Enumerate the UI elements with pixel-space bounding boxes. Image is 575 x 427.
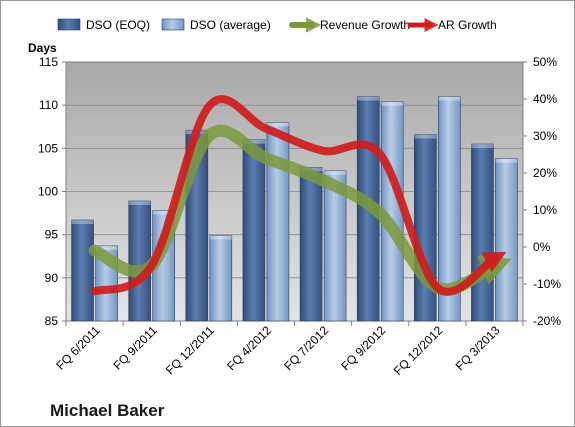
legend-swatch: [161, 18, 185, 31]
bar-dso-eoq: [71, 219, 94, 322]
bar-dso-eoq-top: [71, 219, 94, 224]
y-left-tick-label: 110: [39, 98, 58, 112]
growth-lines: [88, 95, 512, 296]
y-right-tick-label: 0%: [533, 240, 551, 254]
bar-dso-average-top: [209, 235, 232, 240]
legend-swatch: [57, 18, 81, 31]
y-left-tick-label: 90: [45, 271, 59, 285]
line-ar-growth: [90, 95, 507, 296]
bar-dso-average: [209, 235, 233, 322]
bar-dso-eoq: [128, 200, 151, 322]
y-left-tick-label: 100: [38, 185, 58, 199]
y-left-tick-label: 115: [39, 55, 58, 69]
bar-dso-average-top: [495, 158, 518, 163]
bar-dso-average: [323, 170, 347, 322]
bar-dso-eoq: [414, 134, 437, 322]
y-right-tick-label: -20%: [533, 314, 561, 328]
bar-dso-eoq: [242, 139, 266, 322]
bar-dso-average: [266, 122, 290, 322]
bar-dso-eoq-top: [357, 96, 380, 101]
y-right-tick-label: 20%: [533, 166, 557, 180]
y-right-tick-label: 50%: [533, 55, 557, 69]
bar-dso-eoq-top: [242, 139, 265, 144]
y-axis-title: Days: [28, 41, 57, 55]
bar-dso-eoq-top: [414, 134, 437, 139]
y-left-tick-label: 105: [38, 141, 58, 155]
company-label: Michael Baker: [50, 401, 165, 420]
bar-dso-eoq-top: [128, 200, 151, 205]
bar-dso-average-top: [381, 101, 404, 106]
y-right-tick-label: 30%: [533, 129, 557, 143]
y-axis-left: 85 90 95 100 105 110 115: [38, 55, 66, 328]
bar-dso-eoq: [471, 143, 494, 322]
bar-dso-average: [495, 158, 518, 322]
y-axis-right: -20% -10% 0% 10% 20% 30% 40% 50%: [523, 55, 561, 328]
y-right-tick-label: 40%: [533, 92, 557, 106]
legend-label: DSO (EOQ): [86, 18, 150, 32]
bar-dso-average-top: [152, 210, 175, 215]
bar-dso-eoq: [299, 167, 323, 322]
bar-dso-average-top: [266, 122, 289, 127]
y-left-tick-label: 95: [45, 228, 59, 242]
bar-dso-average-top: [95, 245, 118, 250]
legend-label: DSO (average): [190, 18, 271, 32]
bar-dso-average-top: [438, 96, 461, 101]
legend-label: AR Growth: [438, 18, 497, 32]
y-left-tick-label: 85: [45, 314, 59, 328]
y-right-tick-label: 10%: [533, 203, 557, 217]
bar-dso-average-top: [324, 170, 347, 175]
bar-dso-average: [438, 96, 461, 322]
y-right-tick-label: -10%: [533, 277, 561, 291]
bar-dso-eoq-top: [471, 144, 494, 149]
legend-label: Revenue Growth: [320, 18, 410, 32]
legend: DSO (EOQ) DSO (average) Revenue Growth AR G…: [57, 17, 497, 33]
